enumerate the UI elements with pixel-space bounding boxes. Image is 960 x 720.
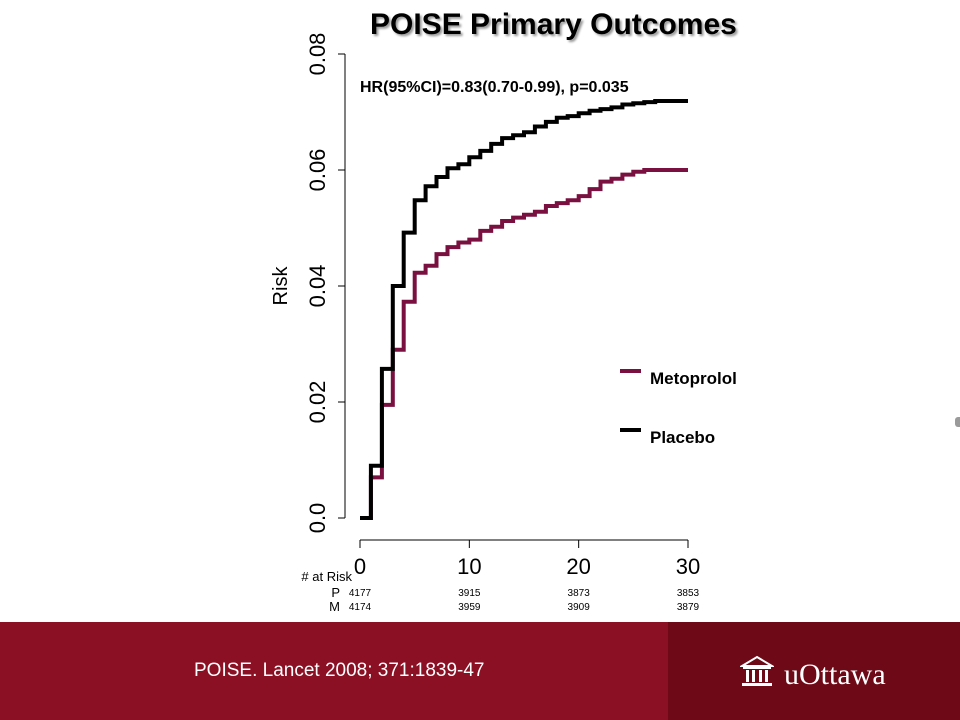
at-risk-row-label: M: [329, 599, 340, 614]
y-tick-label: 0.06: [305, 149, 330, 192]
at-risk-value: 3915: [458, 588, 481, 599]
edge-marker: [955, 417, 960, 427]
at-risk-row-label: P: [331, 585, 340, 600]
x-tick-label: 0: [354, 554, 366, 579]
university-building-icon: [738, 655, 776, 694]
y-axis-label: Risk: [270, 266, 292, 306]
at-risk-header: # at Risk: [301, 569, 352, 584]
x-tick-label: 10: [457, 554, 481, 579]
series-line-placebo: [360, 99, 688, 520]
legend-label-placebo: Placebo: [650, 428, 715, 447]
at-risk-value: 3879: [677, 602, 700, 613]
slide-title: POISE Primary Outcomes: [370, 8, 737, 41]
x-tick-label: 30: [676, 554, 700, 579]
at-risk-value: 4174: [349, 602, 372, 613]
at-risk-value: 3853: [677, 588, 700, 599]
hazard-ratio-annotation: HR(95%CI)=0.83(0.70-0.99), p=0.035: [360, 79, 629, 96]
y-tick-label: 0.02: [305, 381, 330, 424]
y-tick-label: 0.08: [305, 33, 330, 76]
x-tick-label: 20: [566, 554, 590, 579]
uottawa-logo[interactable]: uOttawa: [738, 655, 886, 694]
y-tick-label: 0.0: [305, 503, 330, 534]
logo-text: uOttawa: [784, 657, 886, 691]
series-line-metoprolol: [360, 168, 688, 520]
at-risk-value: 3873: [568, 588, 591, 599]
y-tick-label: 0.04: [305, 265, 330, 308]
kaplan-meier-chart: 0.0 0.02 0.04 0.06 0.08 Risk 0 10 20 30 HR(95%CI)=…: [270, 33, 737, 614]
at-risk-value: 3959: [458, 602, 481, 613]
at-risk-value: 3909: [568, 602, 591, 613]
at-risk-value: 4177: [349, 588, 372, 599]
legend-label-metoprolol: Metoprolol: [650, 369, 737, 388]
citation-text: POISE. Lancet 2008; 371:1839-47: [194, 660, 485, 681]
footer-logo-panel: [668, 622, 960, 720]
